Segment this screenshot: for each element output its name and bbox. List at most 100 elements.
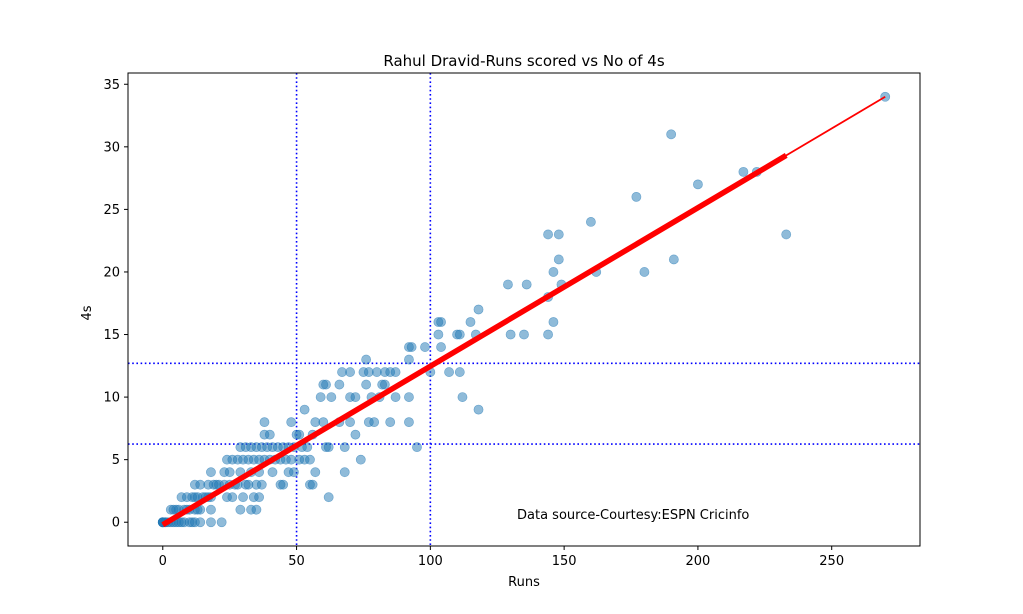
data-point [738,166,749,177]
data-point [224,467,235,478]
data-point [267,467,278,478]
y-tick-label: 25 [103,203,120,218]
y-tick-label: 10 [103,391,120,406]
data-point [444,367,454,377]
chart-title: Rahul Dravid-Runs scored vs No of 4s [383,52,664,70]
data-point [227,492,238,503]
data-point [350,429,361,440]
data-point [404,354,414,365]
data-point [195,517,206,528]
data-point [321,379,331,390]
y-axis-label: 4s [80,305,95,320]
data-point [473,404,484,415]
data-point [251,504,262,515]
data-point [454,367,465,377]
y-tick-label: 0 [112,516,120,531]
x-tick-label: 150 [552,554,577,569]
data-point [404,392,414,402]
data-point [278,479,289,490]
data-point [519,329,529,340]
data-point [323,442,334,453]
x-tick-label: 0 [159,554,167,569]
y-tick-label: 15 [103,328,120,343]
data-point [216,517,227,528]
data-point [639,267,650,277]
data-point [326,392,337,402]
data-point [206,467,216,478]
data-point [361,354,372,365]
data-point [355,454,366,465]
data-point [315,392,326,402]
data-point [305,454,315,465]
y-tick-label: 30 [103,140,120,155]
data-point [412,442,422,453]
data-point [206,517,216,528]
data-point [503,279,513,290]
data-point [553,254,564,265]
data-point [543,329,553,340]
reference-lines [128,73,920,546]
data-point [436,317,446,327]
data-point [404,417,414,428]
data-point [238,492,248,503]
data-point [264,429,275,440]
data-point [666,129,677,140]
data-point [433,329,444,340]
data-point [406,342,417,352]
data-point [361,379,372,390]
x-axis: 0 50 100 150 200 250 [159,546,844,569]
data-point [385,417,396,428]
data-point [299,404,310,415]
data-point [294,429,305,440]
data-point [323,492,334,503]
data-point [505,329,516,340]
data-point [286,417,297,428]
data-point [436,342,446,352]
data-point [420,342,430,352]
data-point [254,492,265,503]
data-point [585,217,596,227]
data-source-annotation: Data source-Courtesy:ESPN Cricinfo [517,508,749,523]
data-point [334,379,345,390]
x-axis-label: Runs [508,575,540,590]
regression-line [161,96,886,528]
x-tick-label: 200 [686,554,711,569]
data-point [390,367,401,377]
data-point [548,267,559,277]
data-point [350,392,361,402]
data-point [345,367,355,377]
data-point [256,479,267,490]
data-point [302,442,313,453]
y-tick-label: 20 [103,265,120,280]
data-point [310,467,321,478]
data-point [235,504,246,515]
data-point [339,442,350,453]
data-point [548,317,559,327]
data-point [465,317,476,327]
data-point [307,479,318,490]
data-point [631,191,642,202]
data-point [390,392,401,402]
y-tick-label: 35 [103,78,120,93]
plot-frame [127,72,921,547]
data-point [345,417,355,428]
x-tick-label: 250 [819,554,844,569]
data-point [693,179,703,190]
data-point [379,379,390,390]
x-tick-label: 100 [418,554,443,569]
y-tick-label: 5 [112,453,120,468]
y-axis: 0 5 10 15 20 25 30 35 [103,78,128,531]
data-point [339,467,350,478]
data-point [457,392,468,402]
x-tick-label: 50 [288,554,305,569]
data-point [454,329,465,340]
data-point [543,229,553,240]
data-point [553,229,564,240]
data-point [473,304,484,315]
data-point [668,254,679,265]
data-point [521,279,532,290]
data-point [288,467,299,478]
regression-line-full [162,96,886,526]
